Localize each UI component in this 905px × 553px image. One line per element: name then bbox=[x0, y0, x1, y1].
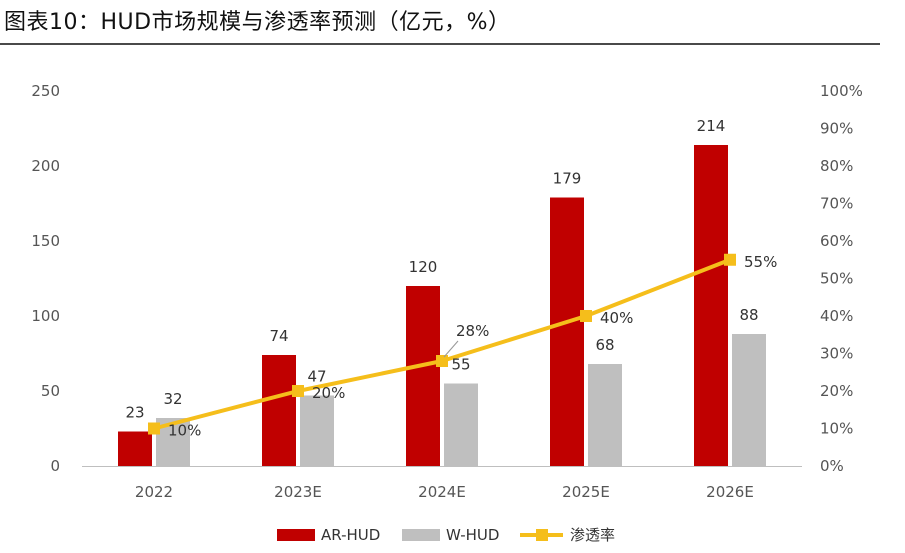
y-left-tick-label: 100 bbox=[31, 307, 60, 325]
x-tick-label: 2023E bbox=[274, 483, 322, 501]
line-marker bbox=[580, 310, 592, 322]
legend-swatch-ar-hud bbox=[277, 529, 315, 541]
line-data-label: 20% bbox=[312, 384, 345, 402]
line-data-label: 40% bbox=[600, 309, 633, 327]
y-right-tick-label: 30% bbox=[820, 345, 853, 363]
y-right-tick-label: 20% bbox=[820, 382, 853, 400]
legend-label-rate: 渗透率 bbox=[570, 526, 615, 544]
y-right-tick-label: 40% bbox=[820, 307, 853, 325]
y-left-tick-label: 150 bbox=[31, 232, 60, 250]
bar-ar-hud bbox=[262, 355, 296, 466]
line-marker bbox=[724, 253, 736, 266]
bar-ar-hud bbox=[406, 286, 440, 466]
title-divider bbox=[0, 43, 880, 45]
legend-label-ar-hud: AR-HUD bbox=[321, 526, 380, 544]
bar-w-hud bbox=[444, 383, 478, 466]
line-data-label: 55% bbox=[744, 253, 777, 271]
bar-w-hud-label: 68 bbox=[595, 336, 614, 354]
y-right-tick-label: 80% bbox=[820, 157, 853, 175]
y-right-tick-label: 10% bbox=[820, 420, 853, 438]
x-tick-label: 2024E bbox=[418, 483, 466, 501]
line-penetration-rate bbox=[153, 257, 731, 431]
x-tick-label: 2025E bbox=[562, 483, 610, 501]
x-tick-label: 2022 bbox=[135, 483, 173, 501]
y-left-tick-label: 50 bbox=[41, 382, 60, 400]
bar-w-hud-label: 55 bbox=[451, 356, 470, 374]
line-marker bbox=[148, 422, 160, 435]
bar-ar-hud bbox=[550, 197, 584, 466]
y-right-tick-label: 70% bbox=[820, 195, 853, 213]
y-right-tick-label: 60% bbox=[820, 232, 853, 250]
bar-ar-hud bbox=[694, 145, 728, 466]
x-tick-label: 2026E bbox=[706, 483, 754, 501]
bar-w-hud-label: 47 bbox=[307, 368, 326, 386]
label-leader-line bbox=[443, 340, 459, 358]
bar-w-hud bbox=[300, 395, 334, 466]
y-left-tick-label: 200 bbox=[31, 157, 60, 175]
bar-w-hud-label: 88 bbox=[739, 306, 758, 324]
bar-ar-hud-label: 74 bbox=[269, 327, 288, 345]
bar-ar-hud-label: 214 bbox=[697, 117, 726, 135]
y-right-tick-label: 90% bbox=[820, 120, 853, 138]
line-data-label: 28% bbox=[456, 322, 489, 340]
bar-w-hud bbox=[732, 334, 766, 466]
line-marker bbox=[436, 355, 448, 367]
bar-w-hud-label: 32 bbox=[163, 390, 182, 408]
bar-ar-hud-label: 23 bbox=[125, 404, 144, 422]
y-left-tick-label: 0 bbox=[50, 457, 60, 475]
chart-title: 图表10：HUD市场规模与渗透率预测（亿元，%） bbox=[4, 10, 511, 35]
legend-label-w-hud: W-HUD bbox=[446, 526, 499, 544]
line-marker bbox=[292, 385, 304, 397]
bar-ar-hud bbox=[118, 431, 152, 466]
bar-w-hud bbox=[588, 364, 622, 466]
y-left-tick-label: 250 bbox=[31, 82, 60, 100]
bar-ar-hud-label: 179 bbox=[553, 170, 582, 188]
legend-swatch-w-hud bbox=[402, 529, 440, 541]
legend-marker-line bbox=[536, 529, 548, 541]
y-right-tick-label: 50% bbox=[820, 270, 853, 288]
bar-ar-hud-label: 120 bbox=[409, 258, 438, 276]
y-right-tick-label: 0% bbox=[820, 457, 844, 475]
y-right-tick-label: 100% bbox=[820, 82, 863, 100]
line-data-label: 10% bbox=[168, 422, 201, 440]
